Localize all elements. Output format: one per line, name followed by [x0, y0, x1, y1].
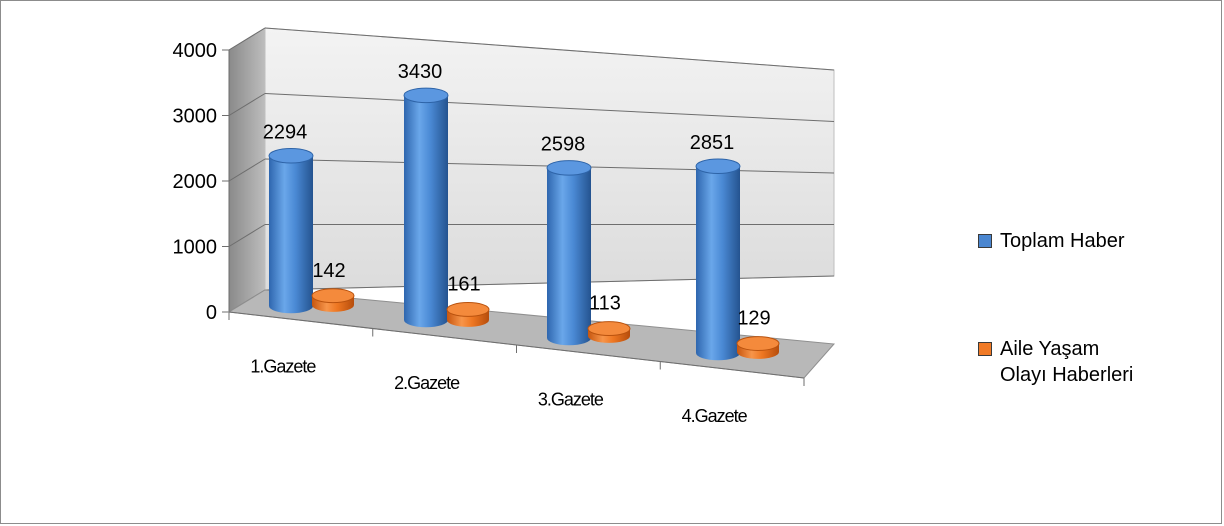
- bar-toplam-haber-body: [404, 95, 448, 328]
- bar-toplam-haber-top: [546, 160, 592, 176]
- gridline: [264, 93, 835, 122]
- x-tick-label: 2.Gazete: [394, 373, 460, 393]
- bar-aile-yasam-top: [311, 288, 355, 304]
- legend-label: Toplam Haber: [1000, 230, 1125, 252]
- data-label-toplam-haber: 3430: [398, 61, 443, 83]
- data-label-aile-yasam: 161: [447, 274, 480, 296]
- bar-toplam-haber-body: [269, 155, 313, 314]
- y-tick-label: 1000: [173, 237, 218, 259]
- bar-toplam-haber-body: [696, 166, 740, 361]
- legend-item-toplam-haber: Toplam Haber: [978, 228, 1140, 254]
- data-label-aile-yasam: 113: [589, 293, 621, 315]
- y-tick-label: 2000: [173, 171, 218, 193]
- legend-swatch-orange: [978, 342, 992, 356]
- y-tick-label: 3000: [173, 106, 218, 128]
- data-label-toplam-haber: 2851: [690, 132, 735, 154]
- bar-toplam-haber: [695, 158, 741, 361]
- data-label-toplam-haber: 2598: [541, 134, 586, 156]
- x-tick-label: 3.Gazete: [538, 389, 604, 409]
- bar-toplam-haber-top: [268, 147, 314, 164]
- legend-swatch-blue: [978, 234, 992, 248]
- bar-aile-yasam-top: [446, 302, 490, 317]
- x-tick-label: 4.Gazete: [682, 406, 748, 426]
- legend-item-aile-yasam: Aile Yaşam Olayı Haberleri: [978, 336, 1140, 388]
- data-label-aile-yasam: 142: [312, 260, 345, 282]
- data-label-aile-yasam: 129: [737, 308, 770, 330]
- side-gridline: [228, 158, 266, 182]
- bar-toplam-haber-top: [403, 87, 449, 104]
- bar-toplam-haber-body: [547, 167, 591, 346]
- side-gridline: [228, 27, 266, 51]
- bar-toplam-haber-top: [695, 158, 741, 175]
- data-label-toplam-haber: 2294: [263, 121, 308, 143]
- y-tick-label: 0: [206, 302, 217, 324]
- bar-toplam-haber: [403, 87, 449, 328]
- side-gridline: [228, 224, 266, 247]
- bar-toplam-haber: [546, 160, 592, 346]
- bar-aile-yasam: [311, 288, 355, 312]
- bar-aile-yasam-top: [587, 321, 631, 337]
- x-tick-label: 1.Gazete: [250, 356, 316, 376]
- bar-aile-yasam: [446, 302, 490, 327]
- bar-toplam-haber: [268, 147, 314, 314]
- side-gridline: [228, 93, 266, 116]
- bar-aile-yasam: [587, 321, 631, 343]
- y-tick-label: 4000: [173, 40, 218, 62]
- legend-label: Aile Yaşam Olayı Haberleri: [1000, 338, 1134, 386]
- gridline: [264, 27, 835, 71]
- bar-aile-yasam-top: [736, 336, 780, 351]
- bar-aile-yasam: [736, 336, 780, 359]
